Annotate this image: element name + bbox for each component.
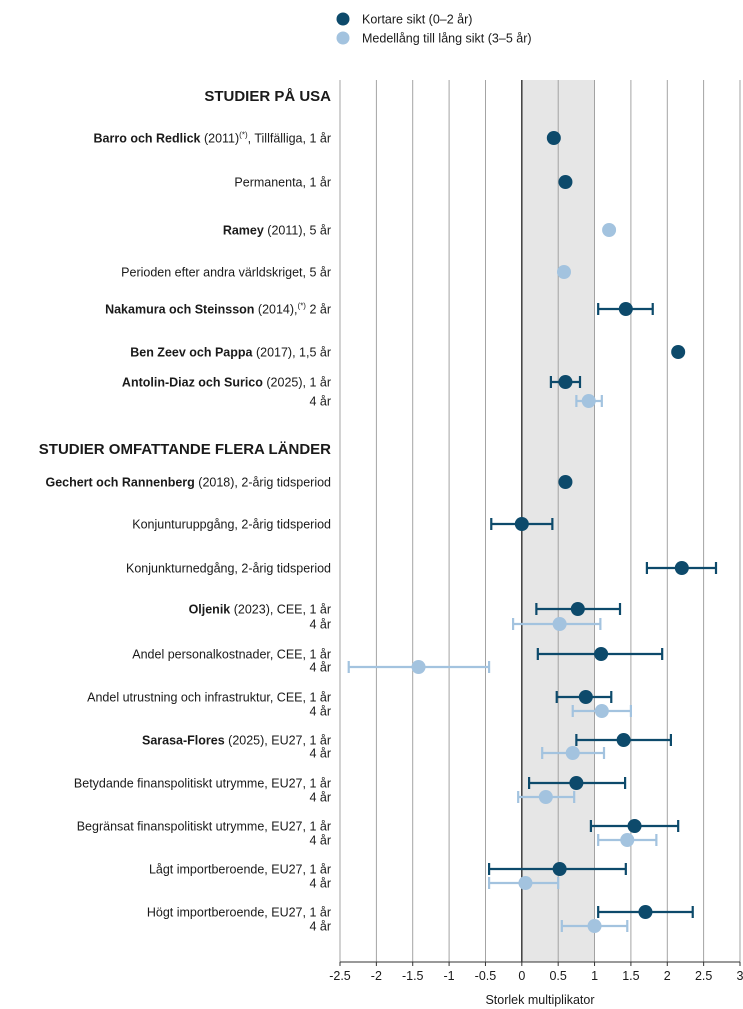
x-tick-label: 1 <box>591 969 598 983</box>
row-label: Sarasa-Flores (2025), EU27, 1 år <box>142 734 331 748</box>
x-axis-title: Storlek multiplikator <box>485 993 594 1007</box>
row-label: 4 år <box>309 705 331 719</box>
x-tick-label: 3 <box>737 969 743 983</box>
row-label: Konjunturuppgång, 2-årig tidsperiod <box>132 518 331 532</box>
row-label: Perioden efter andra världskriget, 5 år <box>121 266 331 280</box>
row-label: 4 år <box>309 791 331 805</box>
point-estimate <box>570 602 585 616</box>
x-tick-label: 1.5 <box>622 969 639 983</box>
row-label: 4 år <box>309 877 331 891</box>
point-estimate <box>638 905 653 919</box>
point-estimate <box>627 819 642 833</box>
row-label: 4 år <box>309 661 331 675</box>
row-label: Oljenik (2023), CEE, 1 år <box>189 603 331 617</box>
point-estimate <box>587 919 602 933</box>
row-label: Ramey (2011), 5 år <box>223 224 331 238</box>
row-label: Andel personalkostnader, CEE, 1 år <box>132 648 331 662</box>
point-estimate <box>594 704 609 718</box>
section-heading: STUDIER OMFATTANDE FLERA LÄNDER <box>39 441 331 458</box>
x-tick-label: -1 <box>444 969 455 983</box>
legend: Kortare sikt (0–2 år) Medellång till lång… <box>336 12 532 46</box>
row-label: Ben Zeev och Pappa (2017), 1,5 år <box>130 346 331 360</box>
row-label: Konjunkturnedgång, 2-årig tidsperiod <box>126 562 331 576</box>
row-label: Begränsat finanspolitiskt utrymme, EU27,… <box>77 820 331 834</box>
row-label: Gechert och Rannenberg (2018), 2-årig ti… <box>45 476 331 490</box>
x-tick-label: 2 <box>664 969 671 983</box>
x-tick-label: 0 <box>518 969 525 983</box>
point-estimate <box>538 790 553 804</box>
row-label: Barro och Redlick (2011)(*), Tillfälliga… <box>94 131 332 146</box>
row-label: 4 år <box>309 834 331 848</box>
x-tick-label: 2.5 <box>695 969 712 983</box>
gridlines <box>339 80 741 962</box>
point-estimate <box>620 833 635 847</box>
x-tick-label: 0.5 <box>549 969 566 983</box>
section-heading: STUDIER PÅ USA <box>204 88 331 105</box>
point-estimate <box>558 475 573 489</box>
point-estimate <box>581 394 596 408</box>
row-label: Andel utrustning och infrastruktur, CEE,… <box>87 691 331 705</box>
row-label: Nakamura och Steinsson (2014),(*) 2 år <box>105 302 331 317</box>
point-estimate <box>546 131 561 145</box>
point-estimate <box>558 175 573 189</box>
x-tick-label: -2.5 <box>329 969 351 983</box>
point-estimate <box>671 345 686 359</box>
row-label: Permanenta, 1 år <box>234 176 331 190</box>
row-label: Lågt importberoende, EU27, 1 år <box>149 863 331 877</box>
row-label: 4 år <box>309 395 331 409</box>
point-estimate <box>616 733 631 747</box>
point-estimate <box>578 690 593 704</box>
legend-marker-short <box>336 12 350 26</box>
legend-label-long: Medellång till lång sikt (3–5 år) <box>362 32 532 46</box>
point-estimate <box>594 647 609 661</box>
point-estimate <box>569 776 584 790</box>
x-axis: -2.5 -2 -1.5 -1 -0.5 0 0.5 1 1.5 2 2.5 3 Storlek mul… <box>329 961 743 1007</box>
x-tick-label: -1.5 <box>402 969 424 983</box>
point-estimate <box>602 223 617 237</box>
point-estimate <box>552 617 567 631</box>
row-label: 4 år <box>309 618 331 632</box>
point-estimate <box>557 265 571 279</box>
row-label: 4 år <box>309 920 331 934</box>
row-label: Antolin-Diaz och Surico (2025), 1 år <box>122 376 331 390</box>
legend-marker-long <box>336 31 350 45</box>
point-estimate <box>411 660 426 674</box>
row-labels: STUDIER PÅ USA STUDIER OMFATTANDE FLERA L… <box>39 88 331 934</box>
row-label: Betydande finanspolitiskt utrymme, EU27,… <box>74 777 331 791</box>
legend-label-short: Kortare sikt (0–2 år) <box>362 13 472 27</box>
row-label: 4 år <box>309 747 331 761</box>
x-tick-label: -2 <box>371 969 382 983</box>
row-label: Högt importberoende, EU27, 1 år <box>147 906 331 920</box>
point-estimate <box>618 302 633 316</box>
x-tick-label: -0.5 <box>475 969 497 983</box>
point-estimate <box>514 517 529 531</box>
point-estimate <box>552 862 567 876</box>
point-estimate <box>565 746 580 760</box>
point-estimate <box>674 561 689 575</box>
point-estimate <box>518 876 533 890</box>
point-estimate <box>558 375 573 389</box>
data-marks <box>347 131 718 933</box>
